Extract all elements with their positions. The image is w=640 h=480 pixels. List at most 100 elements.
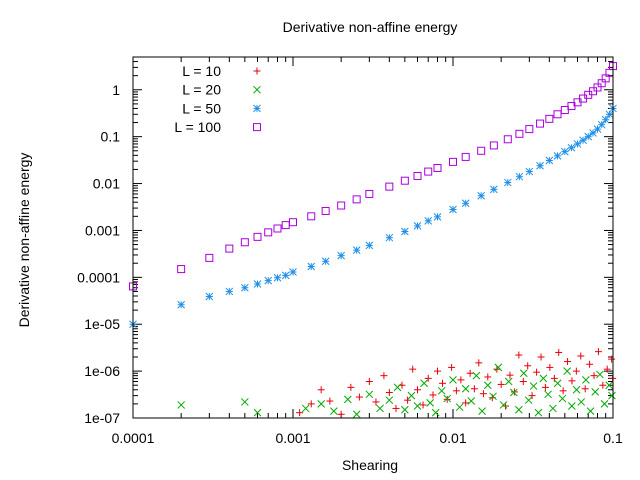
data-point: [586, 407, 595, 416]
legend-label: L = 50: [182, 100, 221, 116]
x-tick-label: 0.001: [275, 430, 310, 446]
data-point: [392, 404, 400, 412]
data-point: [497, 380, 505, 388]
y-tick-label: 0.001: [85, 222, 120, 238]
data-point: [503, 135, 512, 144]
data-point: [400, 176, 409, 185]
data-point: [289, 218, 297, 227]
legend-label: L = 20: [182, 82, 221, 98]
data-point: [579, 136, 587, 145]
data-point: [550, 374, 558, 382]
data-point: [472, 371, 481, 380]
data-point: [240, 398, 249, 406]
data-point: [281, 221, 290, 230]
data-point: [605, 110, 614, 119]
data-point: [177, 265, 186, 274]
data-point: [424, 217, 433, 225]
data-point: [400, 227, 409, 236]
data-point: [608, 355, 616, 363]
y-tick-label: 1e-07: [84, 410, 120, 426]
data-point: [424, 167, 433, 176]
data-point: [177, 401, 186, 409]
data-point: [590, 372, 598, 380]
data-point: [519, 369, 528, 378]
data-point: [461, 384, 470, 393]
data-point: [253, 232, 262, 241]
data-point: [273, 224, 282, 233]
data-point: [372, 398, 380, 406]
data-point: [572, 367, 580, 375]
data-point: [433, 163, 442, 172]
data-point: [380, 372, 388, 380]
data-point: [466, 369, 474, 377]
legend-marker: [253, 85, 261, 94]
data-point: [225, 244, 234, 253]
data-point: [355, 393, 363, 401]
data-point: [462, 399, 470, 407]
data-point: [515, 405, 523, 414]
data-point: [264, 228, 273, 237]
data-point: [240, 238, 249, 247]
data-point: [433, 367, 441, 375]
series-3: [129, 62, 617, 291]
data-point: [567, 143, 576, 152]
data-point: [347, 383, 355, 391]
data-point: [499, 401, 508, 409]
data-point: [470, 385, 478, 393]
data-point: [337, 201, 346, 210]
data-point: [509, 388, 518, 397]
data-point: [365, 241, 374, 250]
data-point: [525, 167, 534, 176]
data-point: [577, 352, 585, 360]
data-point: [307, 212, 316, 221]
legend-marker: [253, 67, 261, 75]
x-axis-label: Shearing: [342, 457, 398, 473]
data-point: [376, 404, 384, 413]
data-point: [502, 402, 510, 410]
data-point: [343, 395, 352, 404]
data-point: [483, 381, 492, 390]
data-point: [429, 391, 437, 399]
data-point: [586, 360, 594, 368]
data-point: [433, 212, 442, 221]
data-point: [601, 115, 610, 124]
data-point: [273, 273, 282, 282]
data-point: [477, 191, 486, 200]
data-point: [553, 110, 562, 119]
y-tick-label: 0.01: [93, 176, 120, 192]
data-point: [541, 383, 549, 391]
data-point: [317, 386, 325, 394]
data-point: [409, 365, 417, 373]
x-tick-label: 0.1: [603, 430, 623, 446]
data-point: [329, 407, 338, 416]
y-tick-label: 0.0001: [77, 269, 120, 285]
data-point: [484, 373, 492, 381]
data-point: [393, 383, 402, 392]
data-point: [426, 399, 435, 407]
data-point: [449, 376, 457, 384]
data-point: [555, 348, 563, 356]
data-point: [536, 161, 544, 170]
data-point: [385, 396, 394, 405]
data-point: [205, 253, 214, 262]
data-point: [307, 400, 315, 408]
data-point: [240, 283, 249, 292]
data-point: [515, 351, 523, 359]
data-point: [494, 363, 503, 372]
data-point: [443, 395, 451, 403]
data-point: [439, 379, 447, 387]
data-point: [515, 129, 524, 138]
data-point: [597, 120, 606, 129]
data-point: [504, 377, 513, 386]
data-point: [296, 409, 304, 417]
data-point: [564, 358, 572, 366]
series-1: [177, 363, 616, 419]
x-tick-label: 0.0001: [112, 430, 155, 446]
data-point: [301, 404, 310, 413]
data-point: [321, 257, 330, 266]
y-tick-label: 1e-05: [84, 316, 120, 332]
data-point: [536, 119, 545, 128]
data-point: [414, 386, 422, 394]
